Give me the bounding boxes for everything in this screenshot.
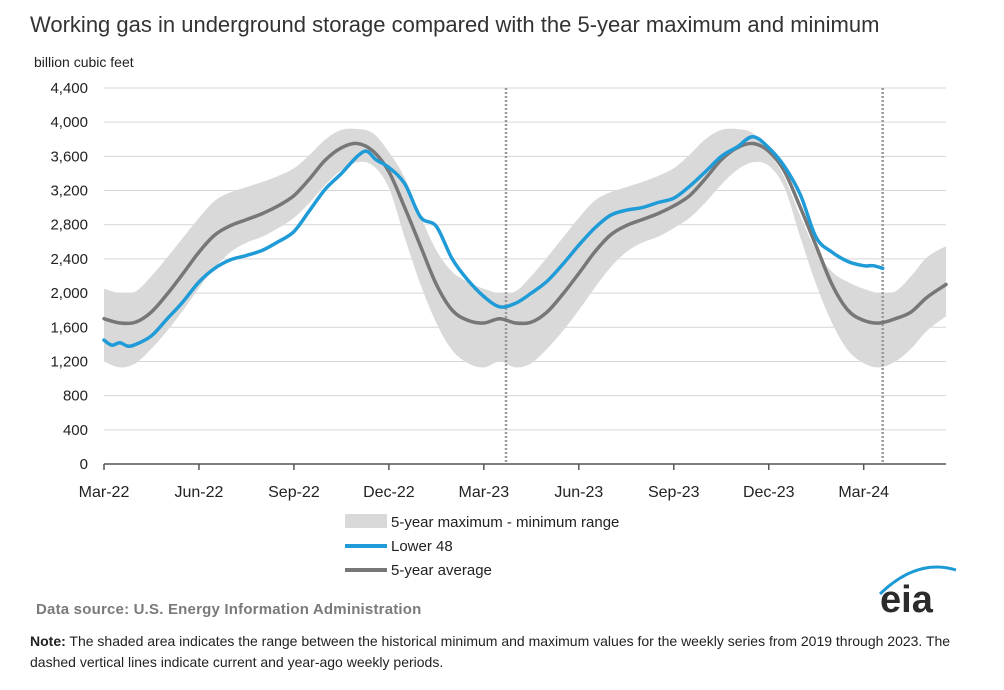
y-tick-label-8: 3,200: [50, 183, 88, 200]
y-tick-label-6: 2,400: [50, 251, 88, 268]
series-line-average: [102, 141, 948, 326]
legend: 5-year maximum - minimum range Lower 48 …: [345, 514, 619, 579]
range-area: [104, 128, 946, 368]
x-tick-label-5: Jun-23: [554, 484, 603, 501]
x-tick-label-6: Sep-23: [648, 484, 700, 501]
y-tick-label-0: 0: [80, 456, 88, 473]
legend-label-average: 5-year average: [391, 562, 492, 579]
y-tick-label-10: 4,000: [50, 114, 88, 131]
x-tick-labels: Mar-22 Jun-22 Sep-22 Dec-22 Mar-23 Jun-23 Sep-…: [79, 484, 889, 501]
footnote: Note: The shaded area indicates the rang…: [30, 631, 980, 673]
eia-logo: eia: [878, 565, 957, 616]
note-label: Note:: [30, 633, 66, 649]
axes: [103, 463, 946, 470]
legend-swatch-range: [345, 514, 387, 528]
x-tick-label-0: Mar-22: [79, 484, 130, 501]
y-tick-label-9: 3,600: [50, 148, 88, 165]
legend-label-range: 5-year maximum - minimum range: [391, 514, 619, 531]
y-tick-label-5: 2,000: [50, 285, 88, 302]
y-tick-label-7: 2,800: [50, 217, 88, 234]
note-text: The shaded area indicates the range betw…: [30, 633, 951, 670]
y-tick-label-3: 1,200: [50, 353, 88, 370]
chart: 0 400 800 1,200 1,600 2,000 2,400 2,800 3,200 3,6…: [50, 80, 948, 579]
gridlines: [104, 87, 946, 431]
chart-title: Working gas in underground storage compa…: [30, 12, 880, 37]
x-tick-label-8: Mar-24: [838, 484, 889, 501]
series-lines: [102, 134, 948, 348]
logo-arc: [878, 565, 957, 596]
y-tick-labels: 0 400 800 1,200 1,600 2,000 2,400 2,800 3,200 3,6…: [50, 80, 88, 473]
y-tick-label-1: 400: [63, 422, 88, 439]
data-source: Data source: U.S. Energy Information Adm…: [36, 601, 422, 618]
range-band: [104, 128, 946, 368]
y-tick-label-2: 800: [63, 388, 88, 405]
x-tick-label-7: Dec-23: [743, 484, 795, 501]
y-tick-label-4: 1,600: [50, 319, 88, 336]
y-axis-label: billion cubic feet: [34, 54, 134, 70]
x-tick-label-2: Sep-22: [268, 484, 320, 501]
x-tick-label-4: Mar-23: [459, 484, 510, 501]
logo-text: eia: [880, 579, 934, 616]
series-line-lower48: [102, 134, 885, 348]
legend-label-lower48: Lower 48: [391, 538, 453, 555]
period-markers: [504, 88, 884, 464]
x-tick-label-3: Dec-22: [363, 484, 415, 501]
x-tick-label-1: Jun-22: [175, 484, 224, 501]
y-tick-label-11: 4,400: [50, 80, 88, 97]
